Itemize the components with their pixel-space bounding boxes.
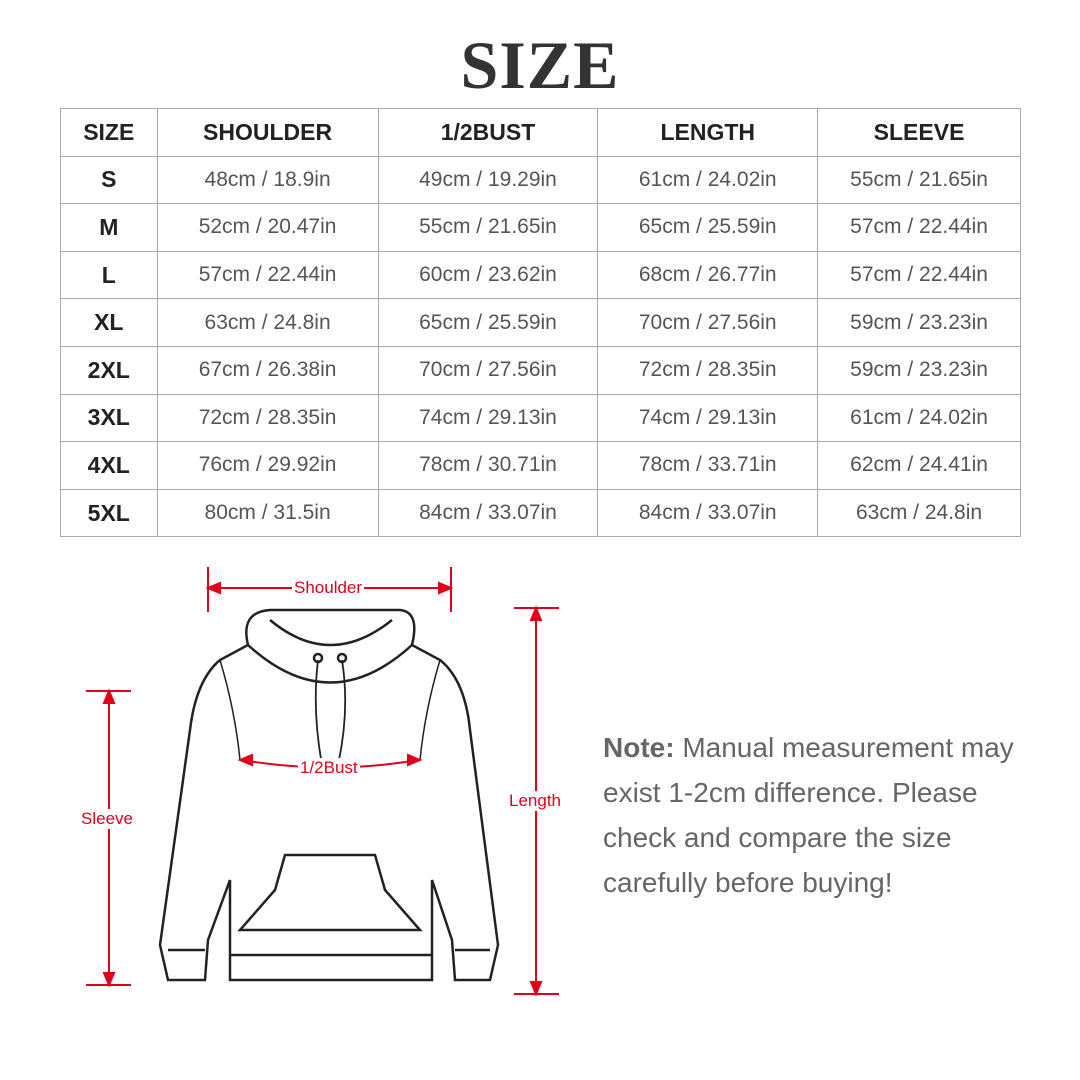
size-cell: L [60, 250, 158, 300]
measurement-cell: 55cm / 21.65in [377, 203, 599, 252]
measurement-cell: 62cm / 24.41in [817, 441, 1021, 490]
measurement-cell: 49cm / 19.29in [377, 155, 599, 205]
size-cell: S [60, 155, 158, 205]
hoodie-diagram [86, 567, 559, 997]
sleeve-label: Sleeve [79, 809, 135, 829]
column-header: SHOULDER [156, 108, 379, 157]
bust-label: 1/2Bust [298, 758, 360, 778]
table-row: S 48cm / 18.9in 49cm / 19.29in 61cm / 24.02… [60, 155, 1021, 205]
measurement-cell: 70cm / 27.56in [597, 298, 819, 347]
measurement-cell: 72cm / 28.35in [597, 345, 819, 395]
measurement-cell: 76cm / 29.92in [156, 441, 379, 490]
measurement-cell: 84cm / 33.07in [377, 488, 599, 538]
table-row: 5XL 80cm / 31.5in 84cm / 33.07in 84cm / 33.… [60, 488, 1021, 538]
measurement-cell: 65cm / 25.59in [597, 203, 819, 252]
table-row: XL 63cm / 24.8in 65cm / 25.59in 70cm / 27.5… [60, 298, 1021, 347]
note-label: Note: [603, 732, 675, 763]
note-text: Manual measurement may exist 1-2cm diffe… [603, 732, 1014, 898]
table-row: M 52cm / 20.47in 55cm / 21.65in 65cm / 25.5… [60, 203, 1021, 252]
measurement-cell: 74cm / 29.13in [377, 393, 599, 443]
measurement-cell: 63cm / 24.8in [817, 488, 1021, 538]
measurement-cell: 57cm / 22.44in [817, 203, 1021, 252]
page-title: SIZE [460, 27, 620, 103]
measurement-cell: 61cm / 24.02in [597, 155, 819, 205]
table-row: 4XL 76cm / 29.92in 78cm / 30.71in 78cm / 33… [60, 441, 1021, 490]
hoodie-outline [158, 608, 500, 982]
shoulder-label: Shoulder [292, 578, 365, 598]
measurement-cell: 78cm / 33.71in [597, 441, 819, 490]
size-cell: 2XL [60, 345, 158, 395]
column-header: SLEEVE [817, 108, 1021, 157]
measurement-cell: 55cm / 21.65in [817, 155, 1021, 205]
measurement-cell: 59cm / 23.23in [817, 298, 1021, 347]
column-header: SIZE [60, 108, 158, 157]
measurement-cell: 57cm / 22.44in [817, 250, 1021, 300]
size-table: SIZE SHOULDER 1/2BUST LENGTH SLEEVE S 48cm / … [60, 108, 1021, 538]
measurement-cell: 84cm / 33.07in [597, 488, 819, 538]
measurement-cell: 72cm / 28.35in [156, 393, 379, 443]
size-cell: XL [60, 298, 158, 347]
length-label: Length [507, 791, 563, 811]
column-header: 1/2BUST [377, 108, 599, 157]
column-header: LENGTH [597, 108, 819, 157]
measurement-cell: 52cm / 20.47in [156, 203, 379, 252]
size-cell: 3XL [60, 393, 158, 443]
measurement-cell: 68cm / 26.77in [597, 250, 819, 300]
table-row: 2XL 67cm / 26.38in 70cm / 27.56in 72cm / 28… [60, 345, 1021, 395]
measurement-cell: 59cm / 23.23in [817, 345, 1021, 395]
table-row: 3XL 72cm / 28.35in 74cm / 29.13in 74cm / 29… [60, 393, 1021, 443]
measurement-cell: 63cm / 24.8in [156, 298, 379, 347]
measurement-note: Note: Manual measurement may exist 1-2cm… [603, 725, 1033, 905]
table-row: L 57cm / 22.44in 60cm / 23.62in 68cm / 26.7… [60, 250, 1021, 300]
measurement-cell: 74cm / 29.13in [597, 393, 819, 443]
size-cell: 4XL [60, 441, 158, 490]
table-header-row: SIZE SHOULDER 1/2BUST LENGTH SLEEVE [60, 108, 1021, 157]
measurement-cell: 48cm / 18.9in [156, 155, 379, 205]
size-cell: M [60, 203, 158, 252]
measurement-cell: 78cm / 30.71in [377, 441, 599, 490]
size-cell: 5XL [60, 488, 158, 538]
measurement-cell: 57cm / 22.44in [156, 250, 379, 300]
measurement-cell: 60cm / 23.62in [377, 250, 599, 300]
measurement-cell: 67cm / 26.38in [156, 345, 379, 395]
measurement-cell: 70cm / 27.56in [377, 345, 599, 395]
measurement-cell: 80cm / 31.5in [156, 488, 379, 538]
measurement-cell: 65cm / 25.59in [377, 298, 599, 347]
measurement-cell: 61cm / 24.02in [817, 393, 1021, 443]
